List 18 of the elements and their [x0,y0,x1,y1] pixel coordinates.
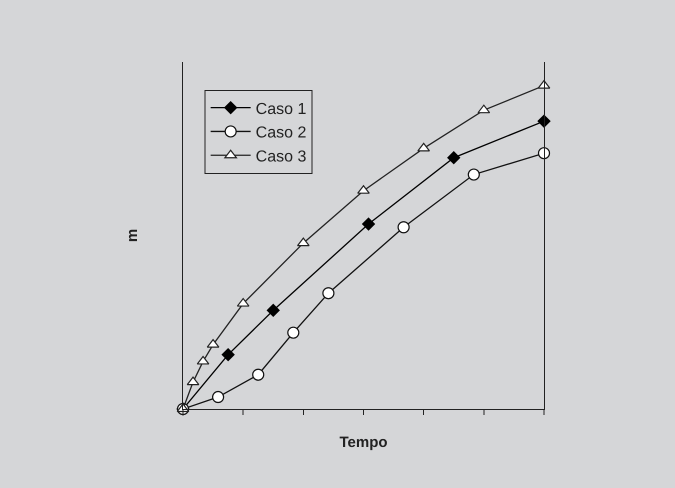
point [322,287,334,300]
point [447,151,460,164]
point [196,356,210,365]
point [398,221,410,234]
point [236,298,250,307]
point [252,368,264,381]
point [222,348,235,362]
x-axis-title: Tempo [339,434,388,452]
point [468,168,480,181]
point [212,390,224,404]
point [287,326,300,339]
point [362,218,375,230]
point [538,147,550,160]
y-axis-title: m [124,228,142,242]
legend-label: Caso 3 [256,148,306,166]
legend-label: Caso 2 [256,124,306,142]
legend-label: Caso 1 [256,100,306,118]
point [266,304,280,317]
